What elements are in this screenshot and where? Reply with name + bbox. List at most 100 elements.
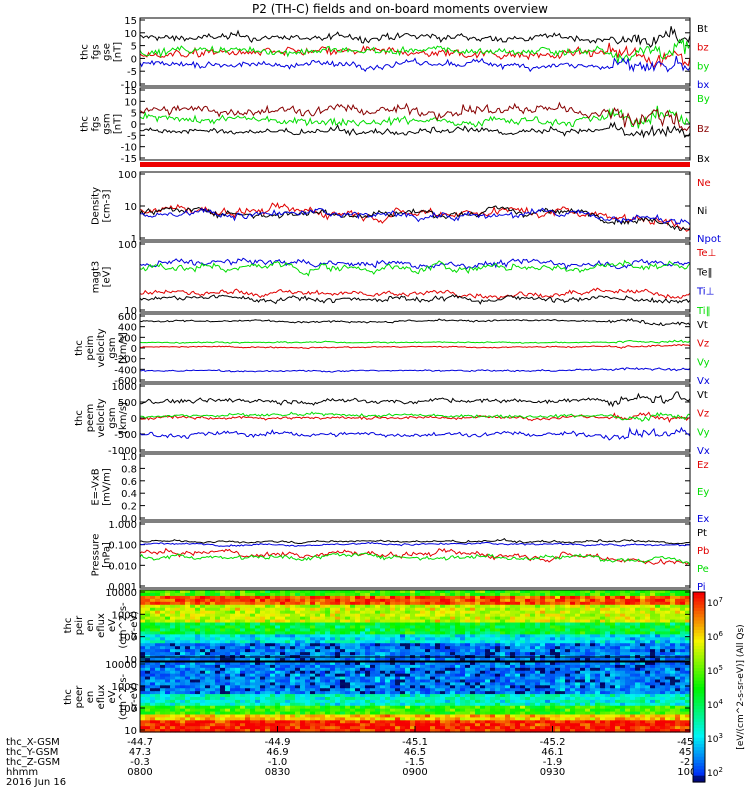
heatmap-cell: [545, 673, 551, 678]
heatmap-cell: [355, 711, 361, 716]
heatmap-cell: [245, 613, 251, 618]
heatmap-cell: [535, 610, 541, 615]
heatmap-cell: [580, 604, 586, 609]
heatmap-cell: [645, 622, 651, 627]
heatmap-cell: [210, 662, 216, 666]
heatmap-cell: [560, 598, 566, 603]
y-axis-label-line: Density: [91, 187, 102, 225]
heatmap-cell: [610, 705, 616, 710]
heatmap-cell: [630, 616, 636, 621]
heatmap-cell: [650, 643, 656, 647]
heatmap-cell: [595, 673, 601, 678]
heatmap-cell: [365, 708, 371, 713]
heatmap-cell: [485, 667, 491, 672]
heatmap-cell: [505, 640, 511, 644]
heatmap-cell: [610, 634, 616, 638]
heatmap-cell: [425, 699, 431, 704]
heatmap-cell: [495, 691, 501, 695]
heatmap-cell: [610, 610, 616, 615]
y-tick-label: 1000: [112, 610, 137, 621]
heatmap-cell: [485, 610, 491, 615]
heatmap-cell: [190, 598, 196, 603]
heatmap-cell: [420, 613, 426, 618]
heatmap-cell: [345, 676, 351, 681]
heatmap-cell: [465, 652, 471, 656]
heatmap-cell: [140, 685, 146, 689]
heatmap-cell: [510, 714, 516, 719]
heatmap-cell: [595, 685, 601, 689]
heatmap-cell: [195, 711, 201, 716]
heatmap-cell: [590, 673, 596, 678]
heatmap-cell: [320, 699, 326, 704]
heatmap-cell: [345, 685, 351, 689]
heatmap-cell: [485, 592, 491, 597]
series-Bx-line: [139, 121, 691, 139]
heatmap-cell: [655, 694, 661, 698]
heatmap-cell: [305, 595, 311, 600]
heatmap-cell: [430, 604, 436, 609]
heatmap-cell: [565, 622, 571, 627]
heatmap-cell: [445, 613, 451, 618]
heatmap-cell: [225, 613, 231, 618]
heatmap-cell: [540, 708, 546, 713]
heatmap-cell: [415, 604, 421, 609]
heatmap-cell: [460, 658, 466, 662]
y-tick-label: 0.4: [121, 489, 137, 500]
heatmap-cell: [195, 664, 201, 669]
heatmap-cell: [155, 619, 161, 624]
legend-By: By: [697, 94, 710, 105]
heatmap-cell: [520, 592, 526, 597]
heatmap-cell: [155, 662, 161, 666]
heatmap-cell: [270, 619, 276, 624]
heatmap-cell: [510, 688, 516, 692]
heatmap-cell: [435, 694, 441, 698]
heatmap-cell: [250, 595, 256, 600]
heatmap-cell: [190, 592, 196, 597]
heatmap-cell: [615, 616, 621, 621]
heatmap-cell: [385, 664, 391, 669]
heatmap-cell: [590, 592, 596, 597]
heatmap-cell: [185, 628, 191, 633]
heatmap-cell: [390, 699, 396, 704]
heatmap-cell: [395, 694, 401, 698]
heatmap-cell: [350, 640, 356, 644]
heatmap-cell: [650, 685, 656, 689]
heatmap-cell: [310, 592, 316, 597]
heatmap-cell: [555, 619, 561, 624]
heatmap-cell: [475, 643, 481, 647]
heatmap-cell: [140, 688, 146, 692]
heatmap-cell: [635, 697, 641, 701]
heatmap-cell: [440, 711, 446, 716]
heatmap-cell: [340, 676, 346, 681]
heatmap-cell: [305, 662, 311, 666]
heatmap-cell: [350, 646, 356, 650]
heatmap-cell: [650, 637, 656, 641]
heatmap-cell: [570, 652, 576, 656]
heatmap-cell: [645, 643, 651, 647]
heatmap-cell: [415, 607, 421, 612]
heatmap-cell: [255, 676, 261, 681]
heatmap-cell: [295, 664, 301, 669]
heatmap-cell: [545, 595, 551, 600]
heatmap-cell: [580, 640, 586, 644]
heatmap-cell: [510, 604, 516, 609]
heatmap-cell: [420, 667, 426, 672]
heatmap-cell: [160, 699, 166, 704]
heatmap-cell: [550, 685, 556, 689]
heatmap-cell: [310, 622, 316, 627]
heatmap-cell: [305, 664, 311, 669]
heatmap-cell: [390, 662, 396, 666]
heatmap-cell: [630, 676, 636, 681]
heatmap-cell: [495, 613, 501, 618]
heatmap-cell: [645, 619, 651, 624]
heatmap-cell: [475, 673, 481, 678]
heatmap-cell: [520, 643, 526, 647]
heatmap-cell: [410, 613, 416, 618]
heatmap-cell: [685, 619, 691, 624]
heatmap-cell: [545, 682, 551, 686]
heatmap-cell: [550, 622, 556, 627]
heatmap-cell: [185, 640, 191, 644]
y-axis-label-line: [mV/m]: [102, 468, 113, 506]
heatmap-cell: [460, 691, 466, 695]
heatmap-cell: [165, 592, 171, 597]
